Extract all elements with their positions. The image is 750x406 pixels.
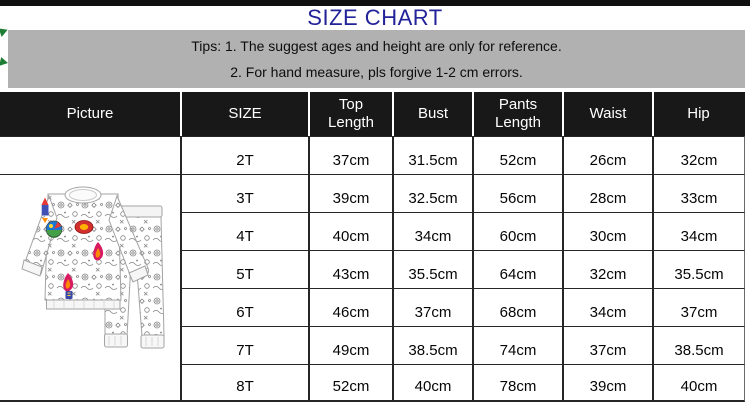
cell-hip: 37cm — [652, 288, 745, 326]
cell-pants-length: 74cm — [472, 326, 562, 364]
cell-bust: 32.5cm — [392, 174, 472, 212]
size-table: Picture SIZE Top Length Bust Pants Lengt… — [0, 92, 745, 402]
cell-hip: 38.5cm — [652, 326, 745, 364]
column-header-pants-length: Pants Length — [472, 92, 562, 136]
cell-pants-length: 52cm — [472, 136, 562, 174]
cell-top-length: 40cm — [308, 212, 392, 250]
column-header-top-length: Top Length — [308, 92, 392, 136]
grid-line — [0, 174, 180, 175]
cell-waist: 28cm — [562, 174, 652, 212]
cell-bust: 31.5cm — [392, 136, 472, 174]
cell-bust: 37cm — [392, 288, 472, 326]
column-header-waist: Waist — [562, 92, 652, 136]
cell-pants-length: 60cm — [472, 212, 562, 250]
cell-size: 2T — [180, 136, 308, 174]
cell-waist: 34cm — [562, 288, 652, 326]
picture-cell — [0, 136, 180, 402]
tips-line-1: Tips: 1. The suggest ages and height are… — [191, 37, 562, 54]
cell-waist: 37cm — [562, 326, 652, 364]
cell-size: 5T — [180, 250, 308, 288]
cell-waist: 39cm — [562, 364, 652, 402]
column-header-bust: Bust — [392, 92, 472, 136]
cell-size: 6T — [180, 288, 308, 326]
cell-top-length: 46cm — [308, 288, 392, 326]
cell-top-length: 52cm — [308, 364, 392, 402]
cell-pants-length: 64cm — [472, 250, 562, 288]
cell-hip: 32cm — [652, 136, 745, 174]
cell-size: 4T — [180, 212, 308, 250]
cell-bust: 38.5cm — [392, 326, 472, 364]
cell-waist: 32cm — [562, 250, 652, 288]
cell-hip: 33cm — [652, 174, 745, 212]
column-header-size: SIZE — [180, 92, 308, 136]
cell-bust: 40cm — [392, 364, 472, 402]
cell-waist: 26cm — [562, 136, 652, 174]
cell-bust: 35.5cm — [392, 250, 472, 288]
cell-hip: 34cm — [652, 212, 745, 250]
cell-hip: 40cm — [652, 364, 745, 402]
column-header-picture: Picture — [0, 92, 180, 136]
cell-size: 3T — [180, 174, 308, 212]
cell-hip: 35.5cm — [652, 250, 745, 288]
cell-pants-length: 68cm — [472, 288, 562, 326]
page-title: SIZE CHART — [307, 5, 443, 30]
cell-waist: 30cm — [562, 212, 652, 250]
pajama-set-image — [21, 186, 165, 349]
cell-pants-length: 78cm — [472, 364, 562, 402]
top-border — [0, 0, 750, 6]
cell-top-length: 43cm — [308, 250, 392, 288]
cell-top-length: 49cm — [308, 326, 392, 364]
column-header-hip: Hip — [652, 92, 745, 136]
cell-top-length: 39cm — [308, 174, 392, 212]
cell-bust: 34cm — [392, 212, 472, 250]
cell-pants-length: 56cm — [472, 174, 562, 212]
tips-banner: Tips: 1. The suggest ages and height are… — [8, 30, 745, 88]
cell-top-length: 37cm — [308, 136, 392, 174]
cell-size: 8T — [180, 364, 308, 402]
tips-line-2: 2. For hand measure, pls forgive 1-2 cm … — [230, 63, 523, 80]
cell-size: 7T — [180, 326, 308, 364]
